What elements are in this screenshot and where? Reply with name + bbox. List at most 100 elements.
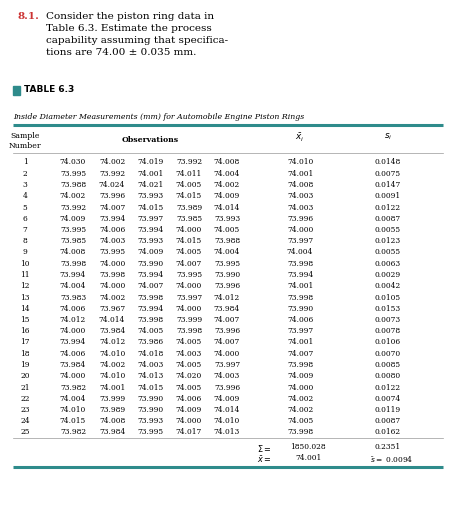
Text: 0.0063: 0.0063 <box>374 260 400 268</box>
Text: 73.986: 73.986 <box>136 338 163 347</box>
Text: 73.998: 73.998 <box>136 316 163 324</box>
Text: Consider the piston ring data in
Table 6.3. Estimate the process
capability assu: Consider the piston ring data in Table 6… <box>46 12 228 57</box>
Text: 74.007: 74.007 <box>99 203 125 211</box>
Text: 0.0122: 0.0122 <box>374 383 400 392</box>
Text: 74.006: 74.006 <box>176 395 202 403</box>
Text: 73.996: 73.996 <box>286 215 313 223</box>
Text: 73.983: 73.983 <box>60 293 86 302</box>
Text: 74.014: 74.014 <box>213 406 240 414</box>
Text: 15: 15 <box>20 316 30 324</box>
Text: 74.006: 74.006 <box>286 316 313 324</box>
Text: 74.005: 74.005 <box>213 226 240 234</box>
Text: 73.984: 73.984 <box>99 429 125 437</box>
Text: 0.0042: 0.0042 <box>374 282 400 290</box>
Text: 74.002: 74.002 <box>286 395 313 403</box>
Text: 74.003: 74.003 <box>99 237 125 245</box>
Text: 73.998: 73.998 <box>176 327 202 335</box>
Text: 13: 13 <box>20 293 30 302</box>
Text: 73.996: 73.996 <box>213 383 239 392</box>
Text: 0.0075: 0.0075 <box>374 170 400 178</box>
Text: 74.007: 74.007 <box>213 338 240 347</box>
Text: 74.005: 74.005 <box>176 248 202 257</box>
Text: 74.009: 74.009 <box>136 248 163 257</box>
Text: $\bar{x}=$: $\bar{x}=$ <box>257 454 271 465</box>
Text: 0.0153: 0.0153 <box>374 305 400 313</box>
Text: 73.997: 73.997 <box>213 361 239 369</box>
Text: 74.000: 74.000 <box>60 372 86 380</box>
Text: 73.998: 73.998 <box>99 271 125 279</box>
Text: 74.010: 74.010 <box>60 406 86 414</box>
Text: 74.000: 74.000 <box>99 282 125 290</box>
Text: 73.994: 73.994 <box>286 271 313 279</box>
Text: 74.010: 74.010 <box>99 350 125 358</box>
Text: 74.005: 74.005 <box>176 383 202 392</box>
Text: 73.998: 73.998 <box>286 260 313 268</box>
Text: 8.1.: 8.1. <box>18 12 40 21</box>
Text: 74.030: 74.030 <box>60 159 86 166</box>
Text: 73.988: 73.988 <box>213 237 239 245</box>
Text: 74.009: 74.009 <box>213 395 240 403</box>
Text: 0.0087: 0.0087 <box>374 417 400 425</box>
Text: 74.014: 74.014 <box>99 316 125 324</box>
Text: 16: 16 <box>20 327 30 335</box>
Text: 12: 12 <box>20 282 30 290</box>
Text: 0.0074: 0.0074 <box>374 395 400 403</box>
Text: 0.0105: 0.0105 <box>374 293 400 302</box>
Text: 74.002: 74.002 <box>286 406 313 414</box>
Text: 74.002: 74.002 <box>99 159 125 166</box>
Text: 73.994: 73.994 <box>136 305 163 313</box>
Text: 73.994: 73.994 <box>60 338 86 347</box>
Text: 73.995: 73.995 <box>176 271 202 279</box>
Text: 74.013: 74.013 <box>136 372 163 380</box>
Text: 74.001: 74.001 <box>286 170 313 178</box>
Text: 73.998: 73.998 <box>286 429 313 437</box>
Text: 74.005: 74.005 <box>176 338 202 347</box>
Text: 23: 23 <box>20 406 30 414</box>
Text: 73.997: 73.997 <box>176 293 202 302</box>
Text: 74.001: 74.001 <box>286 338 313 347</box>
Text: 24: 24 <box>20 417 30 425</box>
Text: 17: 17 <box>20 338 30 347</box>
Text: 73.997: 73.997 <box>136 215 163 223</box>
Text: 1: 1 <box>23 159 27 166</box>
Text: 74.000: 74.000 <box>176 226 202 234</box>
Text: 0.0070: 0.0070 <box>374 350 400 358</box>
Text: 74.019: 74.019 <box>136 159 163 166</box>
Text: 73.996: 73.996 <box>213 282 239 290</box>
Text: 74.003: 74.003 <box>176 350 202 358</box>
Text: 73.994: 73.994 <box>99 215 125 223</box>
Text: 73.993: 73.993 <box>136 192 163 200</box>
Text: 74.009: 74.009 <box>213 192 240 200</box>
Text: 20: 20 <box>20 372 30 380</box>
Text: 73.995: 73.995 <box>60 226 86 234</box>
Text: 73.994: 73.994 <box>60 271 86 279</box>
Text: 74.002: 74.002 <box>213 181 240 189</box>
Text: 0.0078: 0.0078 <box>374 327 400 335</box>
Text: 74.000: 74.000 <box>176 417 202 425</box>
Text: 73.994: 73.994 <box>136 271 163 279</box>
Text: 73.996: 73.996 <box>99 192 125 200</box>
Text: 74.000: 74.000 <box>286 383 313 392</box>
Text: 73.995: 73.995 <box>213 260 239 268</box>
Text: 73.998: 73.998 <box>136 293 163 302</box>
Text: 74.006: 74.006 <box>60 305 86 313</box>
Text: 6: 6 <box>23 215 27 223</box>
Text: 74.002: 74.002 <box>99 293 125 302</box>
Text: 73.995: 73.995 <box>99 248 125 257</box>
Text: 0.0055: 0.0055 <box>374 226 400 234</box>
Text: 74.017: 74.017 <box>176 429 202 437</box>
Text: 74.007: 74.007 <box>136 282 163 290</box>
Text: 74.008: 74.008 <box>99 417 125 425</box>
Bar <box>13 86 20 95</box>
Text: 74.000: 74.000 <box>176 282 202 290</box>
Text: 73.999: 73.999 <box>176 316 202 324</box>
Text: 74.020: 74.020 <box>176 372 202 380</box>
Text: 74.009: 74.009 <box>176 406 202 414</box>
Text: 74.001: 74.001 <box>286 282 313 290</box>
Text: 0.0073: 0.0073 <box>374 316 400 324</box>
Text: 74.014: 74.014 <box>213 203 240 211</box>
Text: 74.007: 74.007 <box>176 260 202 268</box>
Text: 74.005: 74.005 <box>136 327 163 335</box>
Text: 11: 11 <box>20 271 30 279</box>
Text: 74.011: 74.011 <box>176 170 202 178</box>
